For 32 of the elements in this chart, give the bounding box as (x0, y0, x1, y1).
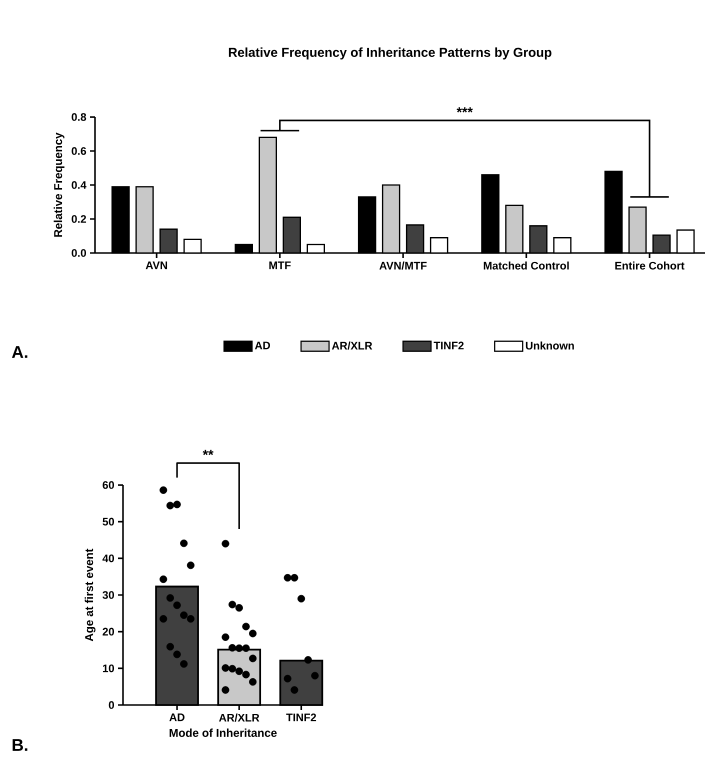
x-tick-label: AD (169, 714, 184, 722)
y-axis-title: Age at first event (84, 548, 96, 642)
text: B. (12, 739, 28, 751)
x-tick-label: MTF (269, 262, 291, 270)
y-axis-title: Relative Frequency (54, 132, 64, 237)
y-tick-label: 30 (102, 591, 114, 599)
text: A. (12, 346, 28, 358)
x-tick-label: AR/XLR (219, 714, 260, 722)
y-tick-label: 20 (102, 628, 114, 636)
y-tick-label: 50 (102, 518, 114, 526)
legend-label: AR/XLR (332, 342, 372, 350)
y-tick-label: 0.2 (72, 215, 86, 223)
text: *** (456, 107, 473, 112)
chart-title: Relative Frequency of Inheritance Patterns by Group (228, 47, 552, 60)
y-tick-label: 0.6 (72, 147, 86, 155)
x-tick-label: Entire Cohort (615, 262, 684, 270)
x-tick-label: Matched Control (484, 262, 569, 270)
x-tick-label: AVN (146, 262, 168, 270)
y-tick-label: 0.4 (72, 181, 86, 189)
y-tick-label: 40 (102, 554, 114, 562)
x-tick-label: AVN/MTF (379, 262, 427, 270)
x-axis-title: Mode of Inheritance (170, 728, 277, 737)
y-tick-label: 10 (102, 664, 114, 672)
y-tick-label: 0 (108, 701, 114, 709)
legend-label: AD (254, 342, 270, 350)
y-tick-label: 0.8 (72, 113, 86, 121)
legend-label: TINF2 (434, 342, 464, 350)
legend-label: Unknown (526, 342, 574, 350)
y-tick-label: 0.0 (72, 249, 86, 257)
text: ** (202, 450, 214, 456)
y-tick-label: 60 (102, 481, 114, 489)
x-tick-label: TINF2 (286, 714, 316, 722)
